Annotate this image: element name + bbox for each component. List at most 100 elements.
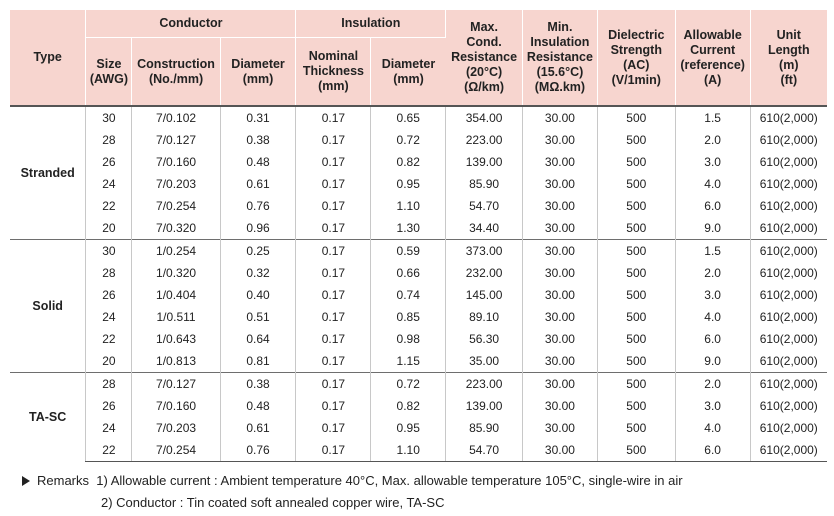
size-cell: 22 <box>85 328 132 350</box>
dielectric-strength-cell: 500 <box>596 129 676 151</box>
header-line: (mm) <box>393 71 424 86</box>
unit-length-cell: 610(2,000) <box>749 417 827 439</box>
nominal-thickness-cell: 0.17 <box>295 328 371 350</box>
max-resistance-cell: 35.00 <box>445 350 523 373</box>
min-resistance-cell: 30.00 <box>522 328 598 350</box>
header-line: Current <box>690 42 736 57</box>
min-resistance-cell: 30.00 <box>522 372 598 395</box>
max-resistance-cell: 223.00 <box>445 372 523 395</box>
table-row: 20 7/0.320 0.96 0.17 1.30 34.40 30.00 500 9.0 610… <box>10 217 827 240</box>
unit-length-cell: 610(2,000) <box>749 105 827 129</box>
header-insulation-diameter: Diameter (mm) <box>370 37 446 107</box>
unit-length-cell: 610(2,000) <box>749 284 827 306</box>
dielectric-strength-cell: 500 <box>596 417 676 439</box>
header-max-resistance: Max. Cond. Resistance (20°C) (Ω/km) <box>445 10 524 107</box>
unit-length-cell: 610(2,000) <box>749 306 827 328</box>
min-resistance-cell: 30.00 <box>522 417 598 439</box>
conductor-diameter-cell: 0.31 <box>219 105 296 129</box>
size-cell: 20 <box>85 217 132 240</box>
header-line: Min. <box>547 20 573 34</box>
conductor-diameter-cell: 0.61 <box>219 417 296 439</box>
spec-table-container: Type Conductor Insulation Max. Cond. Resis… <box>10 10 827 462</box>
header-min-resistance: Min. Insulation Resistance (15.6°C) (MΩ.km) <box>522 10 598 107</box>
table-row: 22 7/0.254 0.76 0.17 1.10 54.70 30.00 500 6.0 610… <box>10 195 827 217</box>
table-row: 28 7/0.127 0.38 0.17 0.72 223.00 30.00 500 2.0 61… <box>10 129 827 151</box>
max-resistance-cell: 85.90 <box>445 417 523 439</box>
header-insulation: Insulation <box>295 10 447 38</box>
size-cell: 28 <box>85 129 132 151</box>
allowable-current-cell: 1.5 <box>674 105 751 129</box>
unit-length-cell: 610(2,000) <box>749 439 827 462</box>
unit-length-cell: 610(2,000) <box>749 195 827 217</box>
header-conductor: Conductor <box>85 10 297 38</box>
unit-length-cell: 610(2,000) <box>749 395 827 417</box>
conductor-diameter-cell: 0.40 <box>219 284 296 306</box>
dielectric-strength-cell: 500 <box>596 350 676 373</box>
nominal-thickness-cell: 0.17 <box>295 284 371 306</box>
header-nominal-thickness: Nominal Thickness (mm) <box>295 37 372 107</box>
dielectric-strength-cell: 500 <box>596 217 676 240</box>
allowable-current-cell: 6.0 <box>674 195 751 217</box>
dielectric-strength-cell: 500 <box>596 262 676 284</box>
dielectric-strength-cell: 500 <box>596 173 676 195</box>
construction-cell: 7/0.320 <box>131 217 221 240</box>
header-line: (A) <box>703 72 722 87</box>
size-cell: 22 <box>85 439 132 462</box>
insulation-diameter-cell: 0.85 <box>370 306 446 328</box>
header-dielectric-strength: Dielectric Strength (AC) (V/1min) <box>597 10 676 107</box>
dielectric-strength-cell: 500 <box>596 328 676 350</box>
header-size: Size (AWG) <box>85 37 133 107</box>
construction-cell: 7/0.127 <box>131 372 221 395</box>
allowable-current-cell: 3.0 <box>674 151 751 173</box>
max-resistance-cell: 89.10 <box>445 306 523 328</box>
nominal-thickness-cell: 0.17 <box>295 350 371 373</box>
insulation-diameter-cell: 1.10 <box>370 195 446 217</box>
header-line: Size <box>96 56 122 71</box>
nominal-thickness-cell: 0.17 <box>295 239 371 262</box>
max-resistance-cell: 139.00 <box>445 395 523 417</box>
nominal-thickness-cell: 0.17 <box>295 306 371 328</box>
construction-cell: 7/0.160 <box>131 151 221 173</box>
header-line: (mm) <box>242 71 274 86</box>
header-line: Construction <box>137 56 215 71</box>
allowable-current-cell: 4.0 <box>674 417 751 439</box>
remarks-line-1: Remarks 1) Allowable current : Ambient t… <box>22 470 683 492</box>
insulation-diameter-cell: 0.95 <box>370 173 446 195</box>
cable-spec-table: Type Conductor Insulation Max. Cond. Resis… <box>10 10 827 462</box>
header-line: Diameter <box>231 56 285 71</box>
construction-cell: 1/0.320 <box>131 262 221 284</box>
header-line: (AC) <box>623 57 650 72</box>
type-cell: Solid <box>10 239 86 373</box>
header-line: (Ω/km) <box>464 80 505 94</box>
dielectric-strength-cell: 500 <box>596 372 676 395</box>
header-line: (AWG) <box>89 71 128 86</box>
insulation-diameter-cell: 0.98 <box>370 328 446 350</box>
header-line: (mm) <box>318 79 349 93</box>
size-cell: 28 <box>85 372 132 395</box>
header-line: (20°C) <box>465 65 503 79</box>
max-resistance-cell: 34.40 <box>445 217 523 240</box>
conductor-diameter-cell: 0.61 <box>219 173 296 195</box>
header-line: (V/1min) <box>611 72 661 87</box>
max-resistance-cell: 223.00 <box>445 129 523 151</box>
nominal-thickness-cell: 0.17 <box>295 372 371 395</box>
max-resistance-cell: 54.70 <box>445 195 523 217</box>
unit-length-cell: 610(2,000) <box>749 239 827 262</box>
construction-cell: 7/0.203 <box>131 417 221 439</box>
construction-cell: 7/0.160 <box>131 395 221 417</box>
max-resistance-cell: 373.00 <box>445 239 523 262</box>
type-cell: TA-SC <box>10 372 86 462</box>
max-resistance-cell: 354.00 <box>445 105 523 129</box>
remarks-section: Remarks 1) Allowable current : Ambient t… <box>22 470 683 514</box>
construction-cell: 7/0.203 <box>131 173 221 195</box>
type-cell: Stranded <box>10 105 86 240</box>
max-resistance-cell: 85.90 <box>445 173 523 195</box>
max-resistance-cell: 232.00 <box>445 262 523 284</box>
size-cell: 24 <box>85 417 132 439</box>
min-resistance-cell: 30.00 <box>522 239 598 262</box>
header-line: Resistance <box>451 50 518 64</box>
remarks-label: Remarks <box>37 473 90 488</box>
conductor-diameter-cell: 0.64 <box>219 328 296 350</box>
insulation-diameter-cell: 0.95 <box>370 417 446 439</box>
min-resistance-cell: 30.00 <box>522 217 598 240</box>
